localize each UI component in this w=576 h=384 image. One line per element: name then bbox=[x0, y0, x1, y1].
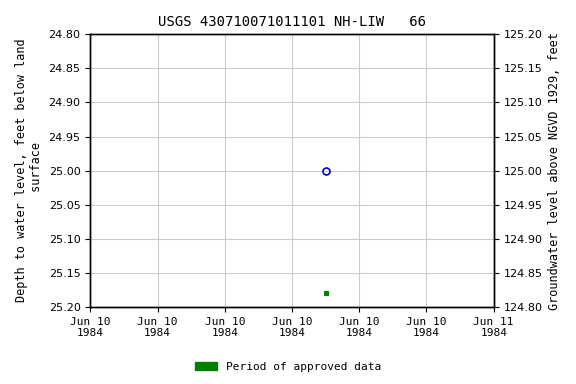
Title: USGS 430710071011101 NH-LIW   66: USGS 430710071011101 NH-LIW 66 bbox=[158, 15, 426, 29]
Y-axis label: Groundwater level above NGVD 1929, feet: Groundwater level above NGVD 1929, feet bbox=[548, 32, 561, 310]
Legend: Period of approved data: Period of approved data bbox=[191, 358, 385, 377]
Y-axis label: Depth to water level, feet below land
 surface: Depth to water level, feet below land su… bbox=[15, 39, 43, 303]
